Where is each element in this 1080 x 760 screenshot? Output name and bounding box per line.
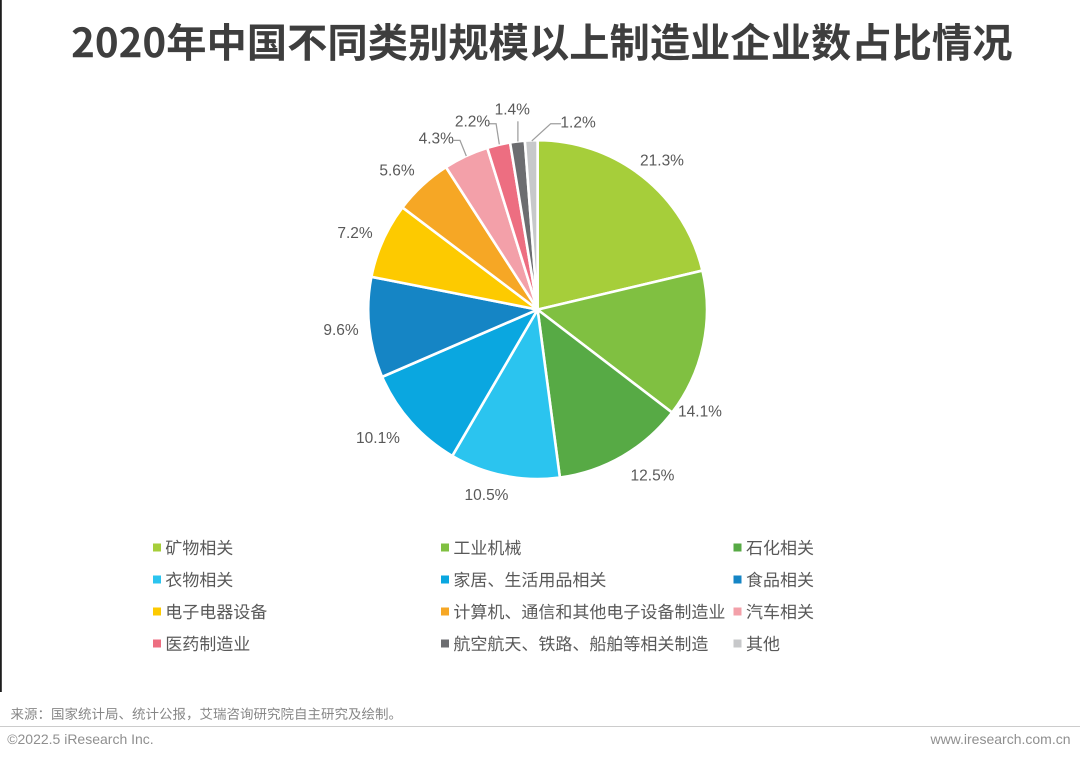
svg-text:7.2%: 7.2% (337, 225, 373, 242)
svg-text:5.6%: 5.6% (379, 162, 415, 179)
svg-text:1.2%: 1.2% (560, 115, 596, 132)
svg-text:10.1%: 10.1% (356, 430, 400, 447)
svg-text:10.5%: 10.5% (465, 487, 509, 504)
svg-text:12.5%: 12.5% (631, 467, 675, 484)
svg-text:4.3%: 4.3% (419, 130, 455, 147)
svg-text:21.3%: 21.3% (640, 152, 684, 169)
svg-text:9.6%: 9.6% (323, 322, 359, 339)
svg-text:©2022.5 iResearch Inc.: ©2022.5 iResearch Inc. (7, 731, 154, 747)
svg-text:14.1%: 14.1% (678, 403, 722, 420)
svg-text:1.4%: 1.4% (495, 102, 531, 119)
svg-text:2.2%: 2.2% (455, 114, 491, 131)
svg-text:www.iresearch.com.cn: www.iresearch.com.cn (929, 731, 1070, 747)
